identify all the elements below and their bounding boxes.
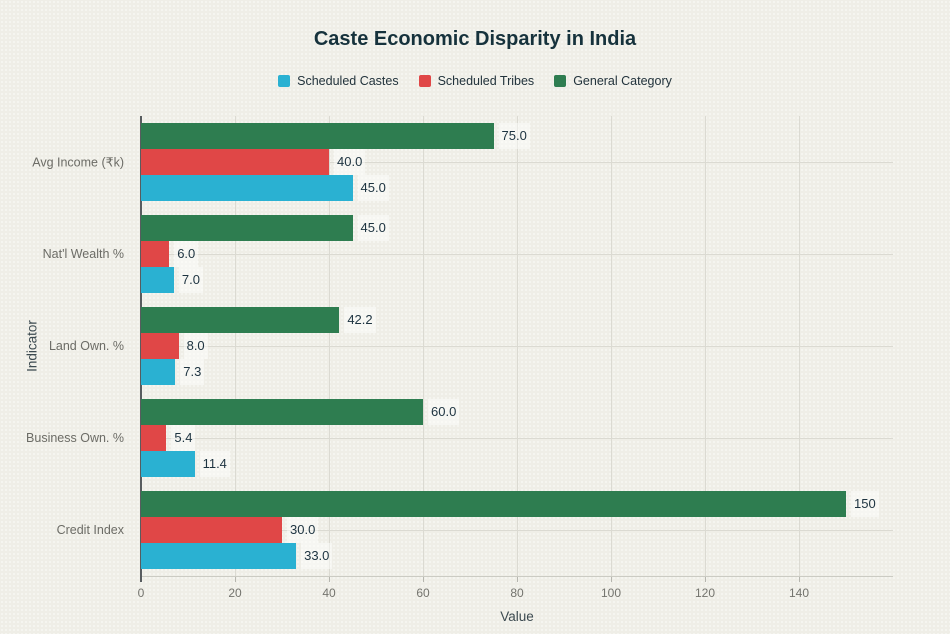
bar-value-label: 75.0: [498, 123, 530, 149]
bar-scheduled-castes: [141, 175, 353, 201]
x-tick-mark: [329, 576, 330, 582]
x-axis-title: Value: [500, 609, 534, 624]
bar-scheduled-tribes: [141, 425, 167, 451]
bar-scheduled-castes: [141, 359, 176, 385]
bar-general-category: [141, 215, 353, 241]
bar-value-label: 33.0: [301, 543, 333, 569]
bar-value-label: 45.0: [357, 215, 389, 241]
x-tick-mark: [517, 576, 518, 582]
chart-title: Caste Economic Disparity in India: [313, 28, 637, 50]
category-label: Business Own. %: [26, 431, 124, 445]
legend-label: Scheduled Tribes: [437, 74, 535, 88]
x-tick-label: 60: [416, 586, 430, 600]
x-tick-label: 120: [694, 586, 716, 600]
bar-value-label: 6.0: [174, 241, 199, 267]
plot-area: 0 20 40 60 80 100 120 140 75.0 40.0 45.0 45.0 6.0 7.0…: [138, 116, 893, 600]
chart-legend: Scheduled Castes Scheduled Tribes General …: [0, 74, 950, 88]
bar-value-label: 7.3: [180, 359, 205, 385]
bar-general-category: [141, 491, 846, 517]
bar-value-label: 40.0: [334, 149, 366, 175]
bar-scheduled-castes: [141, 267, 174, 293]
gridline-horizontal: [141, 346, 893, 347]
bar-scheduled-tribes: [141, 149, 329, 175]
bar-value-label: 30.0: [287, 517, 319, 543]
bar-value-label: 7.0: [178, 267, 203, 293]
x-tick-mark: [235, 576, 236, 582]
bar-value-label: 42.2: [344, 307, 376, 333]
x-tick-label: 80: [510, 586, 524, 600]
bar-scheduled-castes: [141, 451, 195, 477]
legend-swatch-icon: [418, 75, 431, 87]
bar-value-label: 5.4: [171, 425, 196, 451]
gridline-horizontal: [141, 438, 893, 439]
x-tick-mark: [423, 576, 424, 582]
bar-general-category: [141, 307, 340, 333]
x-tick-label: 40: [322, 586, 336, 600]
bar-general-category: [141, 123, 494, 149]
x-tick-label: 20: [228, 586, 242, 600]
y-axis-category-labels: Avg Income (₹k) Nat'l Wealth % Land Own. %…: [0, 116, 132, 576]
legend-label: General Category: [573, 74, 672, 88]
gridline-horizontal: [141, 162, 893, 163]
x-axis-spine: [141, 576, 893, 577]
gridline-horizontal: [141, 254, 893, 255]
legend-item: Scheduled Castes: [278, 74, 399, 88]
x-tick-label: 100: [600, 586, 622, 600]
x-tick-mark: [611, 576, 612, 582]
legend-swatch-icon: [278, 75, 291, 87]
legend-item: General Category: [554, 74, 672, 88]
bar-general-category: [141, 399, 423, 425]
legend-swatch-icon: [554, 75, 567, 87]
category-label: Land Own. %: [48, 339, 124, 353]
category-label: Credit Index: [56, 523, 124, 537]
x-tick-label: 0: [137, 586, 145, 600]
bar-scheduled-tribes: [141, 333, 179, 359]
bar-value-label: 150: [851, 491, 879, 517]
category-label: Avg Income (₹k): [32, 155, 124, 170]
legend-item: Scheduled Tribes: [418, 74, 535, 88]
bar-scheduled-castes: [141, 543, 297, 569]
x-tick-label: 140: [788, 586, 810, 600]
bar-value-label: 60.0: [428, 399, 460, 425]
bar-scheduled-tribes: [141, 517, 282, 543]
bar-value-label: 11.4: [199, 451, 230, 477]
bar-value-label: 8.0: [183, 333, 208, 359]
category-label: Nat'l Wealth %: [42, 247, 124, 261]
gridline-horizontal: [141, 530, 893, 531]
bar-scheduled-tribes: [141, 241, 170, 267]
bar-value-label: 45.0: [357, 175, 389, 201]
x-tick-mark: [705, 576, 706, 582]
legend-label: Scheduled Castes: [297, 74, 399, 88]
x-tick-mark: [799, 576, 800, 582]
